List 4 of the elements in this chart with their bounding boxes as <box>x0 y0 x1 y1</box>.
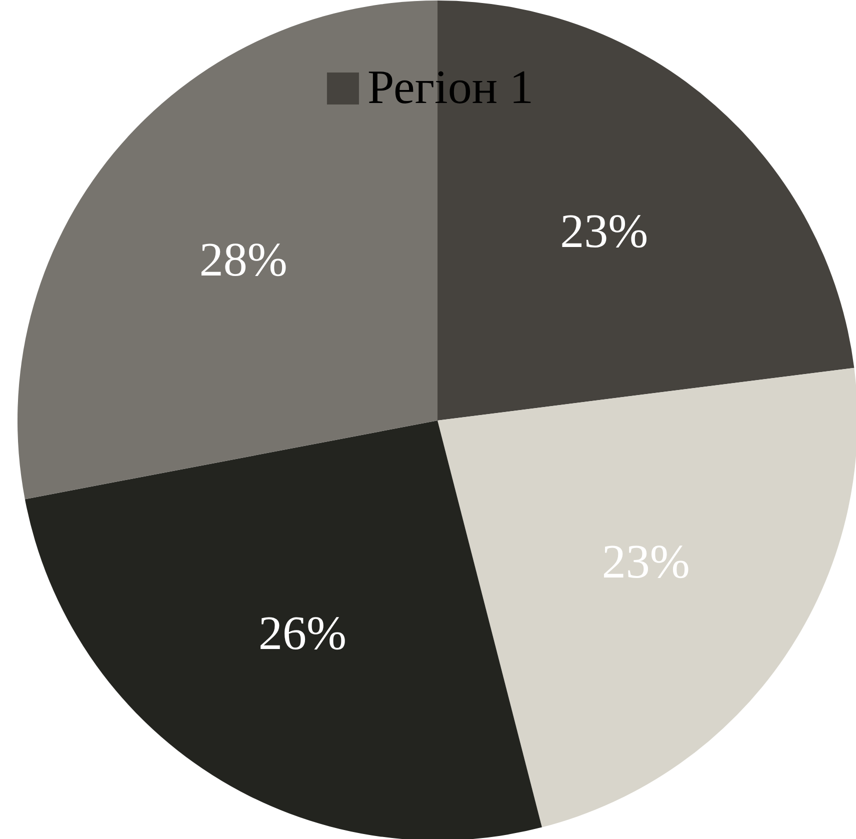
data-label: 26% <box>258 606 346 660</box>
data-label: 28% <box>199 233 288 286</box>
legend-label: Регіон 1 <box>367 60 534 115</box>
data-label: 23% <box>560 204 648 258</box>
